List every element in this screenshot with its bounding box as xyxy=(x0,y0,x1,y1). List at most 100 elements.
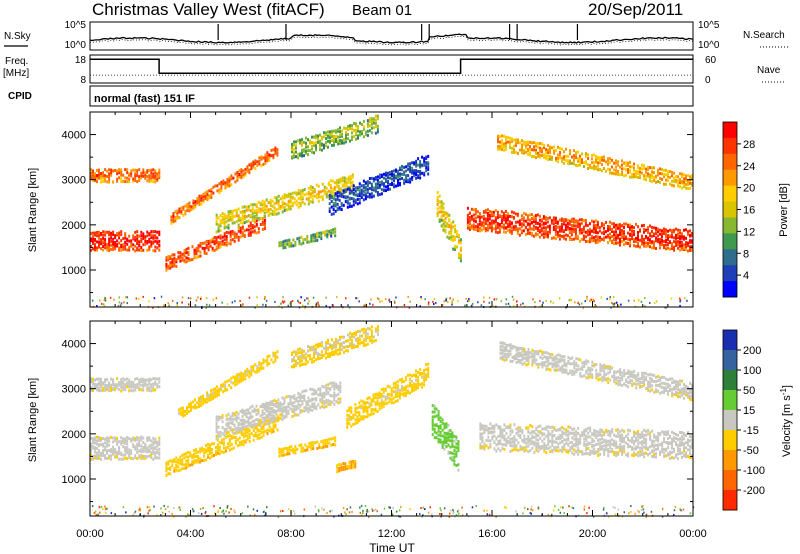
heatmap-cell xyxy=(264,161,267,165)
heatmap-cell xyxy=(356,418,359,422)
heatmap-cell xyxy=(132,445,135,449)
heatmap-cell xyxy=(355,124,357,128)
heatmap-cell xyxy=(271,407,274,410)
heatmap-cell xyxy=(625,164,627,168)
heatmap-cell xyxy=(136,457,139,460)
heatmap-cell xyxy=(312,233,315,237)
heatmap-cell xyxy=(158,380,161,384)
heatmap-cell xyxy=(142,377,145,381)
heatmap-cell xyxy=(316,238,319,242)
heatmap-speckle xyxy=(468,298,470,301)
heatmap-cell xyxy=(347,349,349,353)
heatmap-cell xyxy=(361,132,363,136)
heatmap-cell xyxy=(523,151,525,155)
heatmap-cell xyxy=(315,146,317,150)
heatmap-cell xyxy=(199,241,202,245)
heatmap-cell xyxy=(685,245,687,249)
heatmap-cell xyxy=(677,240,679,244)
heatmap-cell xyxy=(532,217,535,220)
heatmap-cell xyxy=(122,377,125,381)
heatmap-cell xyxy=(336,191,339,195)
heatmap-cell xyxy=(508,214,511,218)
heatmap-cell xyxy=(496,231,499,235)
heatmap-cell xyxy=(313,355,315,359)
heatmap-cell xyxy=(221,426,224,430)
heatmap-cell xyxy=(603,238,605,242)
heatmap-cell xyxy=(573,149,575,153)
heatmap-cell xyxy=(653,166,655,170)
heatmap-cell xyxy=(106,242,109,246)
heatmap-cell xyxy=(134,437,137,441)
heatmap-cell xyxy=(489,430,492,434)
heatmap-cell xyxy=(387,187,389,191)
heatmap-cell xyxy=(96,377,98,381)
heatmap-cell xyxy=(338,463,341,467)
heatmap-cell xyxy=(246,367,249,371)
heatmap-cell xyxy=(277,409,280,412)
heatmap-cell xyxy=(458,239,460,243)
heatmap-cell xyxy=(384,402,387,406)
heatmap-cell xyxy=(425,368,428,372)
heatmap-cell xyxy=(307,198,310,202)
heatmap-cell xyxy=(354,193,357,197)
heatmap-cell xyxy=(277,398,280,402)
heatmap-cell xyxy=(120,385,123,389)
heatmap-cell xyxy=(563,161,565,165)
heatmap-cell xyxy=(679,172,681,176)
heatmap-cell xyxy=(372,188,375,192)
heatmap-cell xyxy=(271,414,274,418)
heatmap-cell xyxy=(275,417,278,421)
heatmap-cell xyxy=(240,440,243,444)
heatmap-cell xyxy=(347,185,350,189)
heatmap-cell xyxy=(243,217,246,221)
heatmap-cell xyxy=(362,338,365,342)
heatmap-cell xyxy=(417,371,420,374)
heatmap-cell xyxy=(242,428,245,432)
heatmap-cell xyxy=(509,143,511,146)
heatmap-cell xyxy=(142,168,145,172)
heatmap-cell xyxy=(319,133,321,137)
heatmap-speckle xyxy=(670,297,673,300)
heatmap-cell xyxy=(216,394,219,398)
heatmap-cell xyxy=(124,176,127,180)
heatmap-cell xyxy=(637,176,639,179)
heatmap-cell xyxy=(588,232,591,236)
heatmap-cell xyxy=(146,171,149,174)
heatmap-cell xyxy=(193,449,196,452)
heatmap-cell xyxy=(251,224,254,227)
heatmap-cell xyxy=(409,170,412,174)
heatmap-cell xyxy=(110,386,113,390)
heatmap-cell xyxy=(236,376,239,380)
heatmap-speckle xyxy=(542,301,544,304)
heatmap-cell xyxy=(354,418,357,422)
heatmap-speckle xyxy=(451,301,453,304)
heatmap-cell xyxy=(344,188,347,192)
heatmap-cell xyxy=(261,409,264,413)
heatmap-cell xyxy=(607,162,609,166)
heatmap-cell xyxy=(655,239,657,243)
heatmap-cell xyxy=(425,161,428,165)
heatmap-cell xyxy=(532,224,535,228)
heatmap-cell xyxy=(227,425,230,429)
heatmap-cell xyxy=(576,225,579,229)
heatmap-cell xyxy=(669,182,671,186)
heatmap-cell xyxy=(581,158,583,162)
heatmap-cell xyxy=(504,221,507,225)
heatmap-cell xyxy=(623,161,625,165)
heatmap-cell xyxy=(184,209,187,213)
heatmap-cell xyxy=(364,194,367,198)
heatmap-cell xyxy=(449,456,452,460)
heatmap-cell xyxy=(276,153,279,157)
heatmap-cell xyxy=(562,234,565,238)
heatmap-cell xyxy=(337,129,339,133)
heatmap-cell xyxy=(253,215,256,218)
heatmap-cell xyxy=(104,179,107,183)
heatmap-cell xyxy=(611,165,613,169)
heatmap-cell xyxy=(374,188,377,192)
heatmap-cell xyxy=(108,180,111,184)
heatmap-cell xyxy=(106,245,109,249)
heatmap-cell xyxy=(647,244,649,248)
heatmap-cell xyxy=(173,467,176,470)
heatmap-cell xyxy=(689,229,691,233)
heatmap-cell xyxy=(122,441,125,444)
